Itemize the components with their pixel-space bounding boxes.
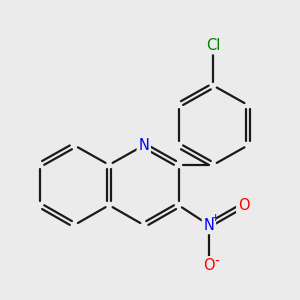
Text: O: O [203,258,215,273]
Text: -: - [214,255,219,268]
Text: O: O [238,198,249,213]
Text: Cl: Cl [206,38,220,53]
Text: N: N [203,218,214,232]
Text: +: + [211,213,220,223]
Text: N: N [138,138,149,153]
